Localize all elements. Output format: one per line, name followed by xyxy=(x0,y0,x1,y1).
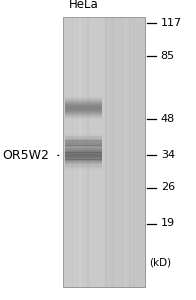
Bar xyxy=(65,111,102,112)
Bar xyxy=(65,106,102,108)
Text: 85: 85 xyxy=(161,50,175,61)
Bar xyxy=(133,16,135,286)
Bar xyxy=(65,145,102,146)
Bar xyxy=(65,155,102,156)
Bar xyxy=(65,114,102,116)
Bar xyxy=(65,144,102,145)
Bar xyxy=(65,148,102,150)
Bar xyxy=(65,151,102,152)
Bar xyxy=(65,110,102,112)
Bar xyxy=(65,169,102,170)
Bar xyxy=(87,16,89,286)
Bar xyxy=(65,95,102,97)
Bar xyxy=(65,101,102,103)
Bar xyxy=(111,16,114,286)
Bar xyxy=(65,108,102,110)
Bar xyxy=(107,16,145,286)
Bar xyxy=(65,158,102,160)
Bar xyxy=(65,116,102,118)
Bar xyxy=(65,117,102,119)
Bar xyxy=(129,16,131,286)
Bar xyxy=(65,118,102,119)
Bar xyxy=(65,149,102,150)
Bar xyxy=(65,140,102,141)
Bar xyxy=(65,113,102,115)
Bar xyxy=(65,141,102,142)
Text: 26: 26 xyxy=(161,182,175,193)
Bar xyxy=(65,103,102,105)
Bar xyxy=(65,119,102,121)
Bar xyxy=(65,162,102,163)
Bar xyxy=(65,151,102,153)
Bar xyxy=(65,100,102,101)
Text: 19: 19 xyxy=(161,218,175,229)
Bar xyxy=(65,153,102,154)
Bar xyxy=(65,98,102,99)
Bar xyxy=(65,163,102,164)
Bar xyxy=(63,16,145,286)
Bar xyxy=(65,135,102,136)
Bar xyxy=(72,16,74,286)
Bar xyxy=(65,150,102,151)
Bar xyxy=(65,139,102,140)
Bar xyxy=(65,97,102,98)
Bar xyxy=(65,152,102,153)
Bar xyxy=(125,16,127,286)
Text: (kD): (kD) xyxy=(149,257,171,268)
Bar xyxy=(65,112,102,113)
Bar xyxy=(65,148,102,149)
Bar xyxy=(65,150,102,152)
Bar xyxy=(65,143,102,144)
Bar xyxy=(65,142,102,143)
Bar xyxy=(65,146,102,148)
Bar xyxy=(65,144,102,145)
Bar xyxy=(65,154,102,155)
Bar xyxy=(65,134,102,135)
Bar xyxy=(65,168,102,169)
Text: 34: 34 xyxy=(161,149,175,160)
Bar xyxy=(65,104,102,106)
Bar xyxy=(65,133,102,134)
Bar xyxy=(65,157,102,158)
Bar xyxy=(65,160,102,162)
Bar xyxy=(65,98,102,100)
Bar xyxy=(65,143,102,144)
Bar xyxy=(65,147,102,148)
Text: 48: 48 xyxy=(161,113,175,124)
Bar xyxy=(65,141,102,142)
Bar xyxy=(65,100,102,102)
Bar xyxy=(65,138,102,139)
Bar xyxy=(63,16,145,286)
Bar xyxy=(65,145,102,147)
Bar xyxy=(65,165,102,166)
Text: 117: 117 xyxy=(161,17,182,28)
Bar xyxy=(63,16,105,286)
Bar xyxy=(65,137,102,138)
Bar xyxy=(65,159,102,161)
Bar xyxy=(65,140,102,142)
Text: OR5W2: OR5W2 xyxy=(2,149,49,162)
Bar xyxy=(65,136,102,137)
Bar xyxy=(65,142,102,143)
Bar xyxy=(65,164,102,166)
Bar xyxy=(65,105,102,106)
Bar xyxy=(80,16,82,286)
Bar xyxy=(65,115,102,116)
Bar xyxy=(65,145,102,146)
Bar xyxy=(65,146,102,147)
Bar xyxy=(73,16,75,286)
Bar xyxy=(65,152,102,154)
Bar xyxy=(65,110,102,111)
Bar xyxy=(65,148,102,149)
Text: HeLa: HeLa xyxy=(69,0,99,11)
Bar xyxy=(65,156,102,157)
Bar xyxy=(65,107,102,109)
Bar xyxy=(65,167,102,168)
Bar xyxy=(65,149,102,150)
